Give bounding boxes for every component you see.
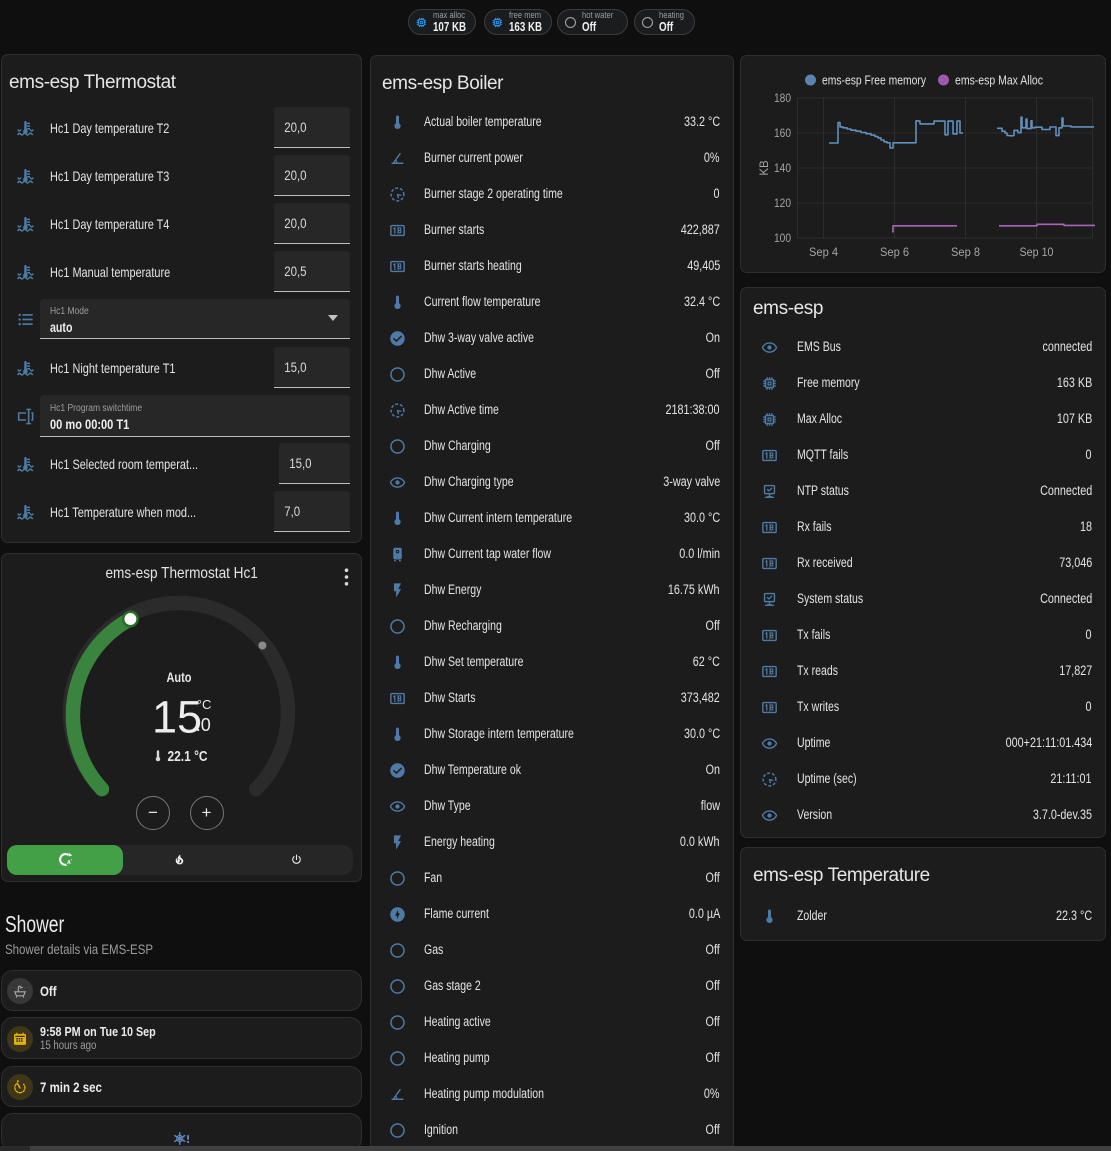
svg-text:KB: KB [759,160,771,176]
svg-text:°C: °C [197,697,212,712]
svg-text:15: 15 [152,692,202,743]
svg-text:180: 180 [774,93,791,105]
svg-text:160: 160 [774,128,791,140]
svg-text:22.1 °C: 22.1 °C [168,749,208,765]
svg-text:ems-esp Free memory: ems-esp Free memory [822,74,927,88]
svg-text:A: A [66,860,70,866]
svg-text:140: 140 [774,163,791,175]
svg-text:Auto: Auto [167,670,192,685]
svg-text:Sep 8: Sep 8 [951,247,980,259]
svg-text:Sep 10: Sep 10 [1020,247,1054,259]
svg-text:ems-esp Max Alloc: ems-esp Max Alloc [955,74,1043,88]
svg-text:120: 120 [774,198,791,210]
svg-text:Sep 6: Sep 6 [880,247,909,259]
svg-text:.0: .0 [196,715,211,735]
svg-text:100: 100 [774,233,791,245]
svg-text:Sep 4: Sep 4 [809,247,839,259]
